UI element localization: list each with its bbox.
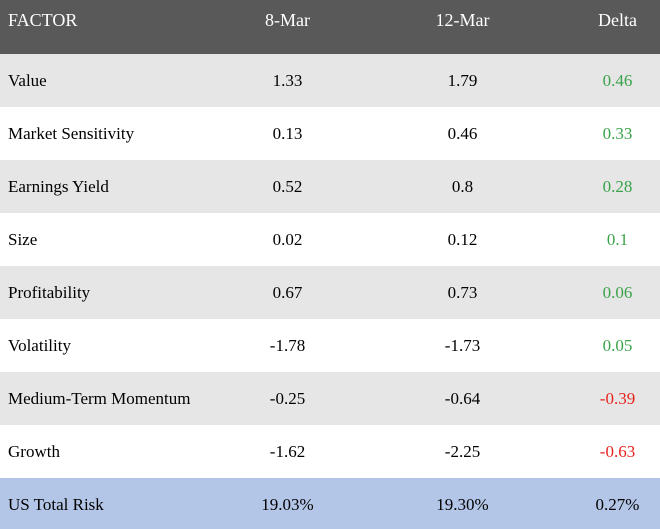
value-date-2: 0.12 (350, 213, 575, 266)
table-row: Medium-Term Momentum -0.25 -0.64 -0.39 (0, 372, 660, 425)
total-value-date-2: 19.30% (350, 478, 575, 529)
header-row: FACTOR 8-Mar 12-Mar Delta (0, 0, 660, 54)
factor-name: Size (0, 213, 225, 266)
value-date-1: 0.67 (225, 266, 350, 319)
value-date-2: 1.79 (350, 54, 575, 107)
value-date-2: 0.8 (350, 160, 575, 213)
value-date-1: 0.02 (225, 213, 350, 266)
header-date-1: 8-Mar (225, 0, 350, 54)
table-row: Growth -1.62 -2.25 -0.63 (0, 425, 660, 478)
header-delta: Delta (575, 0, 660, 54)
delta-value: 0.28 (575, 160, 660, 213)
value-date-2: -1.73 (350, 319, 575, 372)
delta-value: 0.33 (575, 107, 660, 160)
delta-value: 0.05 (575, 319, 660, 372)
value-date-1: 1.33 (225, 54, 350, 107)
delta-value: -0.63 (575, 425, 660, 478)
table-row: Earnings Yield 0.52 0.8 0.28 (0, 160, 660, 213)
total-row: US Total Risk 19.03% 19.30% 0.27% (0, 478, 660, 529)
delta-value: -0.39 (575, 372, 660, 425)
value-date-1: -1.78 (225, 319, 350, 372)
factor-name: Value (0, 54, 225, 107)
factor-name: Volatility (0, 319, 225, 372)
header-factor: FACTOR (0, 0, 225, 54)
value-date-2: -0.64 (350, 372, 575, 425)
factor-name: Growth (0, 425, 225, 478)
value-date-1: 0.13 (225, 107, 350, 160)
value-date-1: -0.25 (225, 372, 350, 425)
header-date-2: 12-Mar (350, 0, 575, 54)
total-value-date-1: 19.03% (225, 478, 350, 529)
delta-value: 0.46 (575, 54, 660, 107)
factor-name: Market Sensitivity (0, 107, 225, 160)
value-date-2: 0.46 (350, 107, 575, 160)
value-date-1: 0.52 (225, 160, 350, 213)
value-date-1: -1.62 (225, 425, 350, 478)
total-label: US Total Risk (0, 478, 225, 529)
table-row: Size 0.02 0.12 0.1 (0, 213, 660, 266)
total-delta: 0.27% (575, 478, 660, 529)
factor-name: Earnings Yield (0, 160, 225, 213)
delta-value: 0.06 (575, 266, 660, 319)
factor-name: Medium-Term Momentum (0, 372, 225, 425)
table-row: Volatility -1.78 -1.73 0.05 (0, 319, 660, 372)
value-date-2: 0.73 (350, 266, 575, 319)
value-date-2: -2.25 (350, 425, 575, 478)
table-row: Value 1.33 1.79 0.46 (0, 54, 660, 107)
factor-name: Profitability (0, 266, 225, 319)
table-row: Market Sensitivity 0.13 0.46 0.33 (0, 107, 660, 160)
table-row: Profitability 0.67 0.73 0.06 (0, 266, 660, 319)
delta-value: 0.1 (575, 213, 660, 266)
